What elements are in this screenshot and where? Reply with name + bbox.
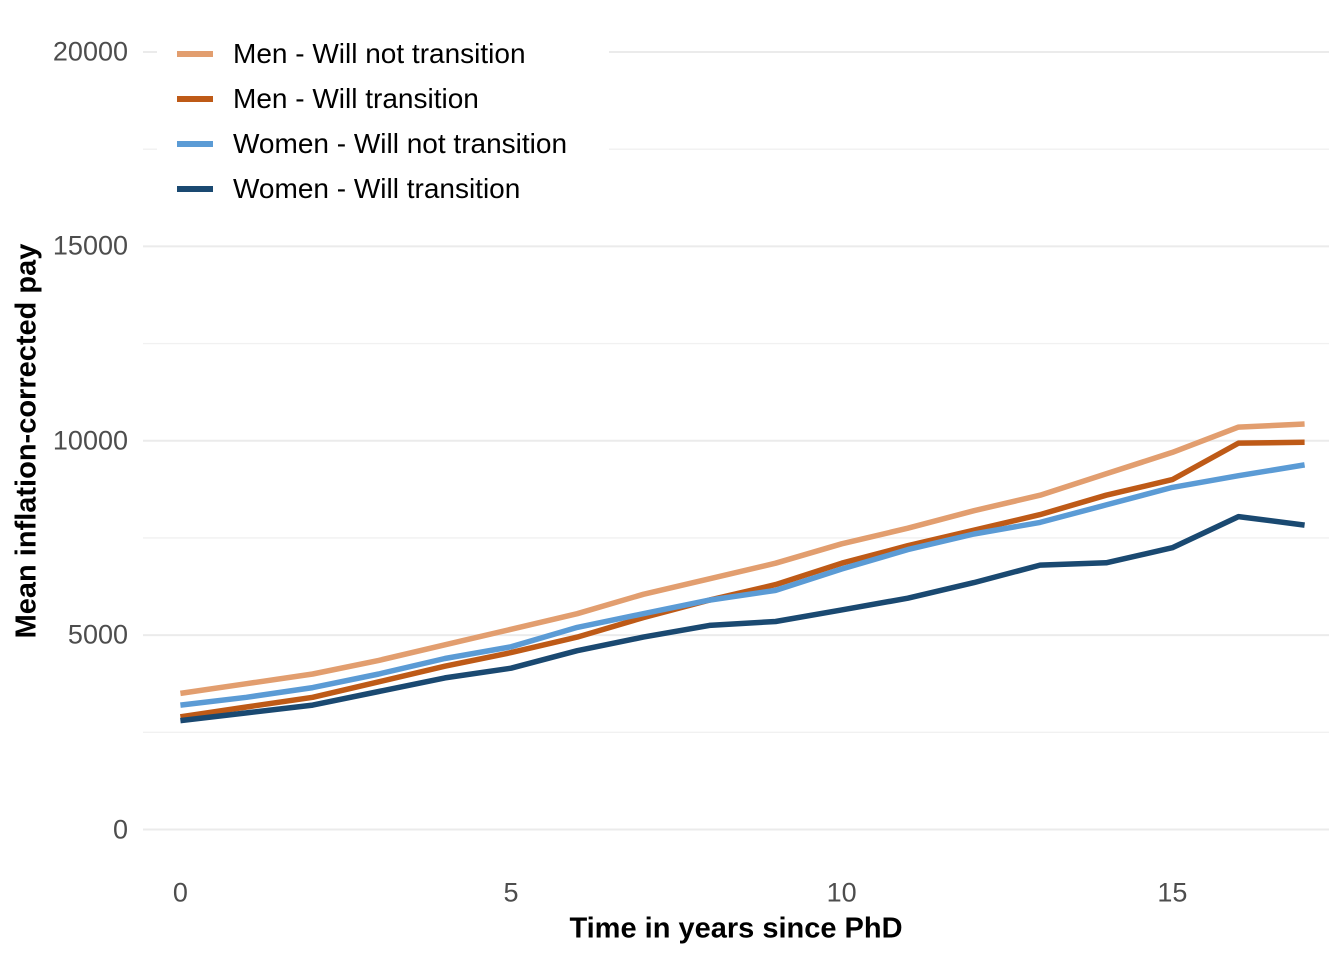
legend: Men - Will not transition Men - Will tra… (157, 28, 609, 214)
legend-row: Women - Will transition (157, 166, 609, 211)
series-line-0 (180, 421, 1305, 697)
x-tick-label: 15 (1157, 877, 1188, 908)
y-tick-label: 15000 (52, 230, 128, 261)
legend-key-line-icon (177, 95, 213, 102)
series-line-3 (180, 513, 1305, 724)
legend-row: Women - Will not transition (157, 121, 609, 166)
y-tick-label: 10000 (52, 425, 128, 456)
series-line-2 (180, 462, 1306, 708)
legend-key-line-icon (177, 185, 213, 192)
legend-row: Men - Will transition (157, 76, 609, 121)
x-tick-label: 10 (826, 877, 857, 908)
x-tick-label: 0 (172, 877, 188, 908)
legend-key-line-icon (177, 50, 213, 57)
x-axis-title: Time in years since PhD (569, 912, 903, 945)
legend-label: Men - Will transition (233, 82, 479, 114)
legend-key-line-icon (177, 140, 213, 147)
legend-label: Women - Will transition (233, 172, 521, 204)
legend-row: Men - Will not transition (157, 31, 609, 76)
series-line-1 (179, 439, 1305, 720)
legend-label: Men - Will not transition (233, 37, 526, 69)
y-tick-label: 0 (112, 814, 128, 844)
y-tick-label: 20000 (52, 36, 128, 67)
y-tick-label: 5000 (67, 619, 128, 650)
legend-label: Women - Will not transition (233, 127, 568, 159)
x-tick-label: 5 (503, 877, 519, 908)
y-axis-title: Mean inflation-corrected pay (10, 243, 43, 639)
